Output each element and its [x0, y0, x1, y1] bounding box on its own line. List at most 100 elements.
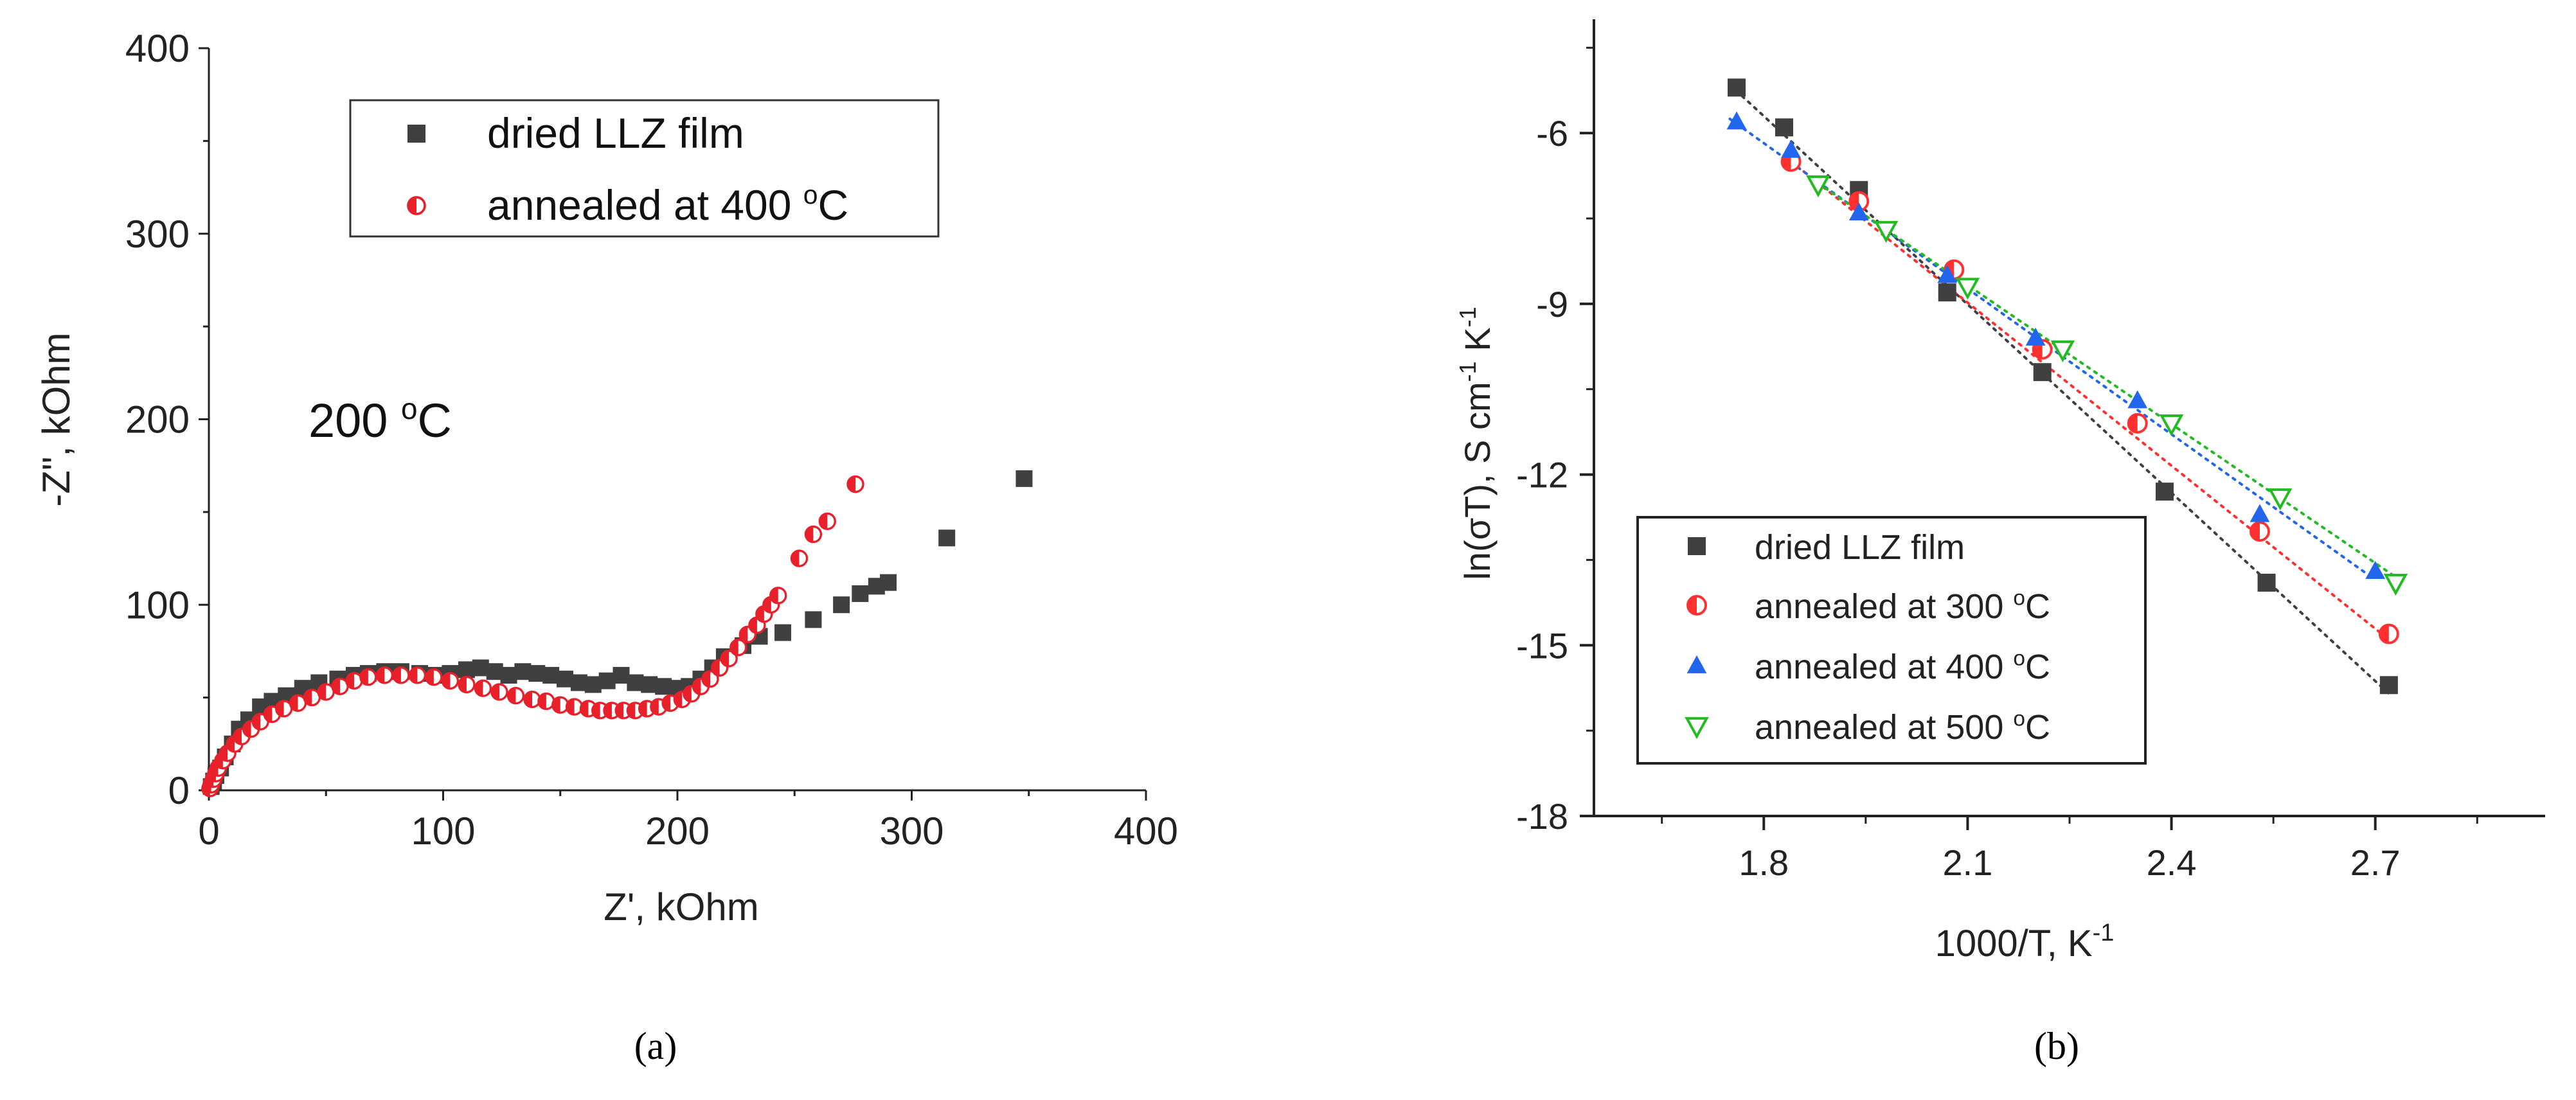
panel-a-point-dried: [833, 596, 850, 614]
panel-a-point-dried: [584, 676, 602, 693]
panel-b-point-500: [1806, 175, 1830, 198]
panel-b-point-dried: [2257, 573, 2276, 592]
panel-b-point-300: [2127, 412, 2148, 434]
panel-a-legend-label-annealed: annealed at 400 oC: [487, 180, 848, 229]
panel-b-tick-labels: 1.8 2.1 2.4 2.7 -6 -9 -12 -15 -18: [1516, 113, 2401, 883]
panel-a-point-dried: [613, 666, 630, 684]
panel-a-x-tick-label: 200: [645, 810, 710, 853]
panel-b-fit-line-dried: [1728, 83, 2390, 695]
panel-b-point-dried: [1775, 118, 1793, 137]
panel-a-x-tick-label: 400: [1114, 810, 1178, 853]
panel-a-point-dried: [528, 665, 546, 682]
degree-sup: o: [2013, 586, 2025, 610]
panel-b-x-tick-label: 1.8: [1739, 842, 1789, 883]
panel-b-point-500: [1955, 278, 1980, 300]
panel-a-point-annealed: [626, 702, 645, 720]
panel-a-point-dried: [655, 678, 672, 695]
degree-text-pre: annealed at 400: [1755, 648, 2013, 686]
panel-a-point-dried: [805, 611, 822, 628]
panel-a-point-annealed: [474, 679, 492, 697]
panel-b-y-tick-label: -15: [1516, 625, 1568, 666]
panel-a-point-annealed: [490, 683, 508, 701]
panel-a-point-dried: [774, 624, 792, 641]
panel-b-series: [1726, 78, 2408, 695]
panel-a-point-annealed: [551, 696, 569, 714]
panel-b-point-500: [2050, 340, 2075, 362]
degree-text-pre: 200: [309, 394, 401, 447]
degree-sup: o: [401, 392, 418, 425]
panel-a-point-dried: [598, 672, 616, 689]
panel-b-point-500: [1874, 220, 1899, 243]
panel-b-point-dried: [2156, 483, 2174, 501]
panel-a-point-annealed: [790, 549, 809, 567]
panel-b-ylabel-sup1: -1: [1454, 361, 1481, 382]
panel-a-point-annealed: [458, 675, 476, 694]
panel-a-point-annealed: [720, 650, 738, 668]
panel-b-point-500: [2159, 414, 2184, 437]
panel-a-point-annealed: [769, 587, 787, 605]
degree-text-pre: annealed at 300: [1755, 587, 2013, 626]
panel-a-legend-circle: [407, 196, 426, 215]
panel-a-legend-label-dried: dried LLZ film: [487, 109, 744, 157]
panel-a-series-dried: [202, 470, 1033, 795]
panel-b-legend-label-300: annealed at 300 oC: [1755, 586, 2050, 626]
caption-a: (a): [634, 1025, 677, 1067]
panel-a-y-tick-label: 0: [168, 769, 190, 812]
panel-b-ylabel: ln(σT), S cm-1 K-1: [1454, 306, 1498, 580]
panel-a-x-tick-label: 100: [411, 810, 475, 853]
panel-b-x-tick-label: 2.1: [1942, 842, 1992, 883]
degree-text-pre: annealed at 400: [487, 181, 803, 229]
panel-a-point-dried: [500, 666, 517, 684]
panel-b-legend: dried LLZ film annealed at 300 oC anneal…: [1636, 516, 2147, 765]
panel-b-point-300: [2378, 623, 2399, 644]
panel-b-legend-marker-400: [1686, 655, 1707, 673]
panel-a-point-annealed: [441, 671, 460, 690]
panel-b-axes: [1580, 19, 2545, 830]
degree-text-post: C: [2025, 587, 2050, 626]
panel-a-ylabel: -Z", kOhm: [35, 332, 78, 506]
panel-a-point-annealed: [523, 690, 541, 709]
panel-a-series-annealed: [201, 475, 864, 797]
panel-a-point-annealed: [818, 512, 836, 530]
panel-b-legend-marker-300: [1686, 595, 1707, 616]
panel-a-point-dried: [542, 666, 560, 684]
panel-b-point-400: [2250, 504, 2270, 522]
panel-b-ylabel-part2: K: [1457, 327, 1498, 361]
panel-b-point-400: [2025, 327, 2046, 346]
degree-sup: o: [2013, 707, 2025, 731]
panel-b-point-400: [2127, 390, 2148, 409]
panel-a-annotation: 200 oC: [309, 392, 452, 447]
panel-b-point-500: [2383, 573, 2408, 596]
panel-a-y-tick-label: 100: [125, 583, 190, 626]
panel-a-point-dried: [641, 676, 658, 693]
degree-sup: o: [2013, 646, 2025, 670]
degree-text-post: C: [2025, 648, 2050, 686]
panel-a-point-dried: [514, 663, 532, 680]
panel-b-legend-label-500: annealed at 500 oC: [1755, 707, 2050, 747]
panel-b-legend-marker-dried: [1688, 537, 1706, 555]
panel-a-point-dried: [557, 670, 574, 688]
panel-b-legend-symbol-400: [1686, 655, 1707, 673]
panel-a-point-dried: [570, 674, 587, 691]
panel-a-xlabel: Z', kOhm: [604, 885, 758, 928]
panel-a-impedance-chart: 0 100 200 300 400 0 100 200 300 400 Z', kOhm -Z",…: [35, 27, 1178, 928]
panel-a-point-annealed: [729, 638, 747, 657]
panel-a-point-annealed: [408, 666, 427, 684]
panel-a-y-tick-label: 200: [125, 398, 190, 441]
panel-a-y-tick-label: 400: [125, 27, 190, 70]
panel-a-point-annealed: [506, 687, 525, 705]
degree-text-post: C: [418, 394, 452, 447]
panel-b-point-300: [2250, 521, 2270, 542]
panel-b-point-dried: [1728, 78, 1746, 97]
panel-b-xlabel-text: 1000/T, K: [1935, 923, 2093, 964]
panel-b-xlabel-sup: -1: [2093, 919, 2115, 946]
panel-b-point-400: [1937, 265, 1958, 283]
panel-a-legend-marker-dried: [407, 125, 425, 143]
panel-a-point-dried: [938, 529, 956, 547]
panel-b-fit-line-500: [1810, 177, 2397, 578]
panel-a-point-annealed: [345, 671, 363, 690]
panel-a-tick-labels: 0 100 200 300 400 0 100 200 300 400: [125, 27, 1178, 853]
panel-b-y-tick-label: -9: [1536, 284, 1568, 324]
degree-text-post: C: [818, 181, 849, 229]
panel-b-y-tick-label: -18: [1516, 796, 1568, 837]
